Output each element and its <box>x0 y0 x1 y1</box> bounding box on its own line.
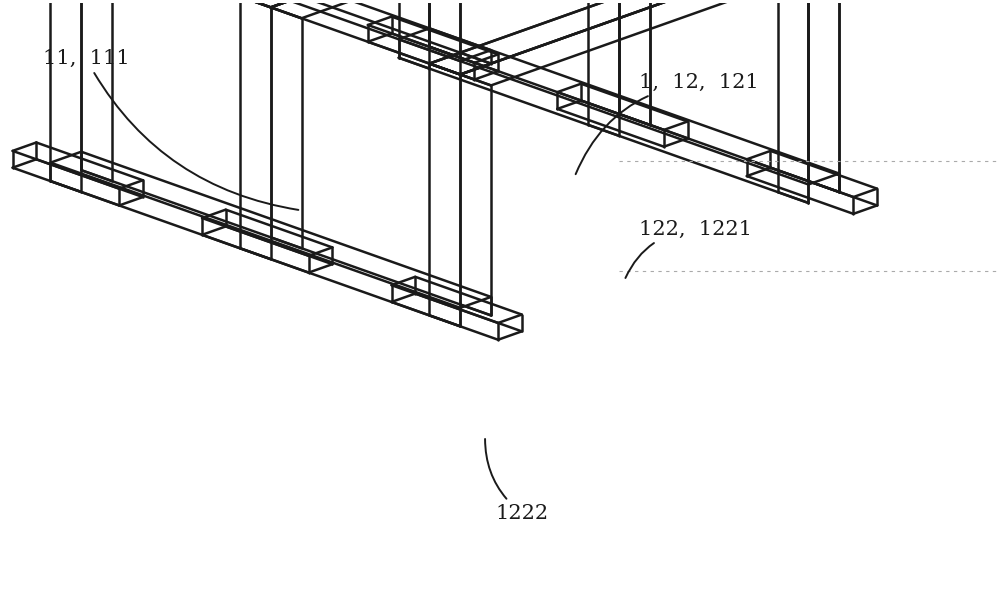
Text: 11,  111: 11, 111 <box>43 49 298 210</box>
Text: 122,  1221: 122, 1221 <box>625 220 752 278</box>
Text: 1222: 1222 <box>485 439 548 522</box>
Text: 1,  12,  121: 1, 12, 121 <box>576 73 759 174</box>
